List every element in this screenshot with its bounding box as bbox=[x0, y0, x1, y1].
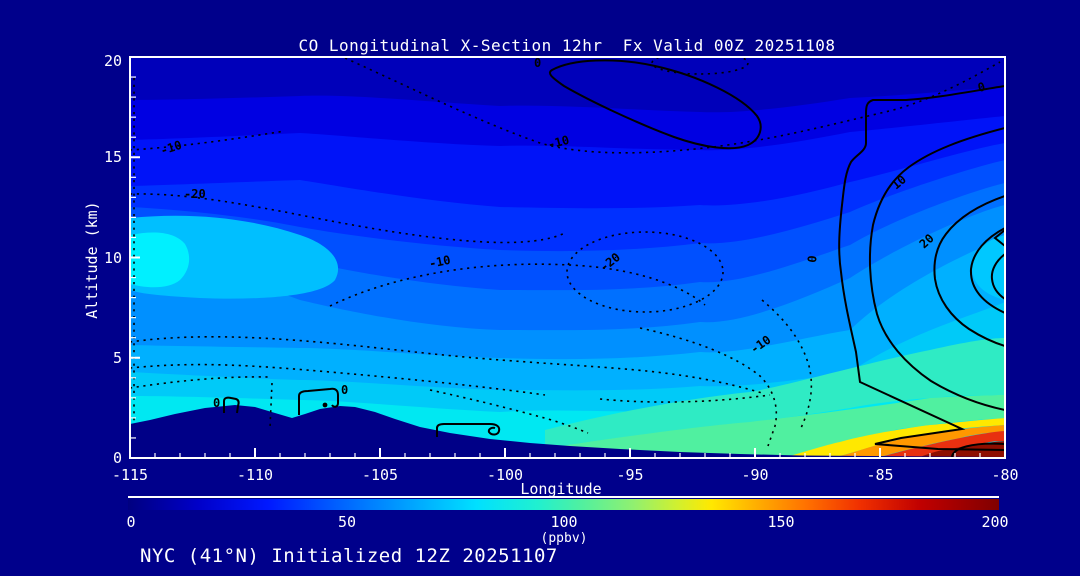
colorbar-units: (ppbv) bbox=[541, 531, 588, 546]
contour-label: 0 bbox=[213, 396, 220, 410]
contour-label: -10 bbox=[428, 253, 452, 271]
y-tick: 20 bbox=[104, 52, 122, 70]
y-tick: 5 bbox=[113, 349, 122, 367]
contours-positive bbox=[223, 59, 1005, 458]
x-tick: -100 bbox=[487, 466, 523, 484]
chart-title: CO Longitudinal X-Section 12hr Fx Valid … bbox=[298, 36, 835, 55]
x-tick: -95 bbox=[616, 466, 643, 484]
colorbar-tick: 50 bbox=[338, 513, 356, 531]
y-tick: 15 bbox=[104, 148, 122, 166]
contour-label: 0 bbox=[341, 383, 348, 397]
x-tick: -85 bbox=[866, 466, 893, 484]
light-core-right bbox=[972, 235, 1005, 300]
y-tick: 10 bbox=[104, 249, 122, 267]
contours-negative bbox=[130, 57, 1001, 447]
light-patch-left bbox=[130, 215, 339, 299]
y-axis-ticks bbox=[130, 56, 140, 459]
filled-contour-field bbox=[130, 57, 1005, 458]
contour-label: 0 bbox=[976, 80, 987, 95]
colorbar-tick: 150 bbox=[767, 513, 794, 531]
y-axis-tick-labels: 0 5 10 15 20 bbox=[104, 52, 122, 467]
x-tick: -90 bbox=[741, 466, 768, 484]
x-tick: -115 bbox=[112, 466, 148, 484]
contour-label: -20 bbox=[184, 187, 206, 201]
contour-label: -10 bbox=[546, 133, 571, 152]
terrain-silhouette bbox=[130, 405, 1005, 458]
contour-label: 0 bbox=[805, 255, 820, 263]
colorbar-gradient bbox=[128, 499, 999, 510]
y-axis-label: Altitude (km) bbox=[83, 201, 101, 318]
contour-label: -10 bbox=[159, 138, 184, 158]
x-tick: -105 bbox=[362, 466, 398, 484]
colorbar-tick: 0 bbox=[126, 513, 135, 531]
chart-caption: NYC (41°N) Initialized 12Z 20251107 bbox=[140, 545, 558, 567]
x-axis-tick-labels: -115 -110 -105 -100 -95 -90 -85 -80 bbox=[112, 466, 1019, 484]
contour-label: 0 bbox=[534, 56, 541, 70]
x-tick: -80 bbox=[991, 466, 1018, 484]
x-axis-label: Longitude bbox=[520, 480, 601, 498]
colorbar-tick: 100 bbox=[550, 513, 577, 531]
y-tick: 0 bbox=[113, 449, 122, 467]
bright-cyan-core-left bbox=[130, 232, 190, 288]
x-tick: -110 bbox=[237, 466, 273, 484]
colorbar-tick: 200 bbox=[981, 513, 1008, 531]
x-axis-ticks bbox=[129, 448, 1006, 458]
colorbar: 0 50 100 150 200 (ppbv) bbox=[126, 496, 1009, 546]
